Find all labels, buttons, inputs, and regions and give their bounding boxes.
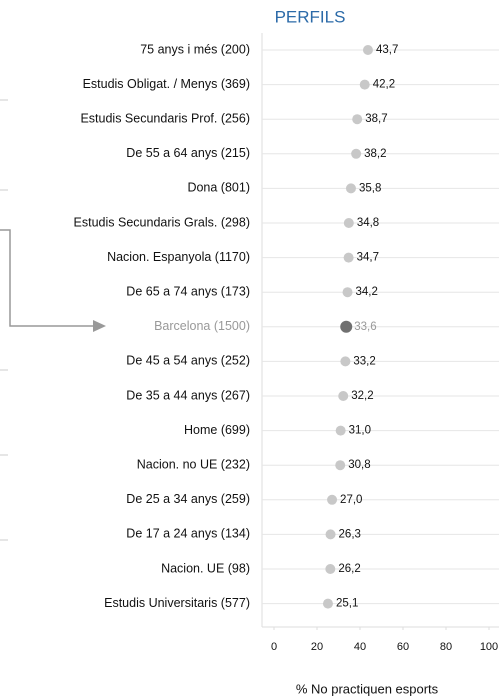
dot [325, 529, 336, 540]
category-label: De 55 a 64 anys (215) [126, 146, 250, 160]
dot [343, 252, 354, 263]
value-label: 34,2 [356, 286, 378, 298]
value-label: 26,3 [339, 528, 361, 540]
dot [338, 391, 349, 401]
value-label: 42,2 [373, 79, 395, 91]
category-label: 75 anys i més (200) [140, 42, 250, 56]
category-label: De 17 a 24 anys (134) [126, 527, 250, 541]
category-label: Barcelona (1500) [154, 319, 250, 333]
dot [342, 287, 353, 298]
category-label: Estudis Obligat. / Menys (369) [83, 77, 250, 91]
chart-title: PERFILS [275, 7, 346, 26]
dot [352, 114, 363, 125]
value-label: 33,6 [354, 321, 376, 333]
value-label: 27,0 [340, 494, 362, 506]
x-axis-label: % No practiquen esports [296, 681, 439, 696]
value-label: 33,2 [353, 355, 375, 367]
connector-arrow [0, 229, 95, 327]
value-label: 43,7 [376, 44, 398, 56]
dot [322, 598, 333, 609]
value-label: 34,8 [357, 217, 379, 229]
category-label: Dona (801) [187, 181, 250, 195]
x-tick-label: 40 [354, 641, 366, 653]
value-label: 32,2 [351, 390, 373, 402]
dot [351, 148, 362, 159]
x-tick-label: 0 [271, 641, 277, 653]
arrow-head [93, 320, 106, 332]
x-tick-label: 80 [440, 641, 452, 653]
value-label: 31,0 [349, 425, 371, 437]
value-label: 30,8 [348, 459, 370, 471]
dot [359, 79, 370, 90]
value-label: 34,7 [357, 252, 379, 264]
x-tick-label: 100 [480, 641, 498, 653]
category-label: De 45 a 54 anys (252) [126, 354, 250, 368]
dot [327, 494, 338, 505]
category-label: Home (699) [184, 423, 250, 437]
dot [362, 45, 373, 55]
dot [345, 183, 356, 194]
category-label: De 65 a 74 anys (173) [126, 284, 250, 298]
value-label: 38,7 [365, 113, 387, 125]
value-label: 35,8 [359, 182, 381, 194]
value-label: 26,2 [338, 563, 360, 575]
x-tick-label: 20 [311, 641, 323, 653]
category-label: Estudis Secundaris Grals. (298) [74, 215, 250, 229]
dot [343, 218, 354, 228]
left-ticks [0, 99, 8, 541]
category-label: De 35 a 44 anys (267) [126, 388, 250, 402]
dot [335, 460, 346, 471]
dot [325, 564, 336, 574]
category-label: De 25 a 34 anys (259) [126, 492, 250, 506]
value-label: 38,2 [364, 148, 386, 160]
dot [340, 320, 353, 333]
category-label: Nacion. no UE (232) [137, 457, 250, 471]
dot [335, 425, 346, 436]
category-label: Nacion. Espanyola (1170) [107, 250, 250, 264]
category-label: Nacion. UE (98) [161, 561, 250, 575]
category-label: Estudis Universitaris (577) [104, 596, 250, 610]
x-tick-label: 60 [397, 641, 409, 653]
category-label: Estudis Secundaris Prof. (256) [80, 111, 250, 125]
dot [340, 356, 351, 367]
value-label: 25,1 [336, 598, 358, 610]
